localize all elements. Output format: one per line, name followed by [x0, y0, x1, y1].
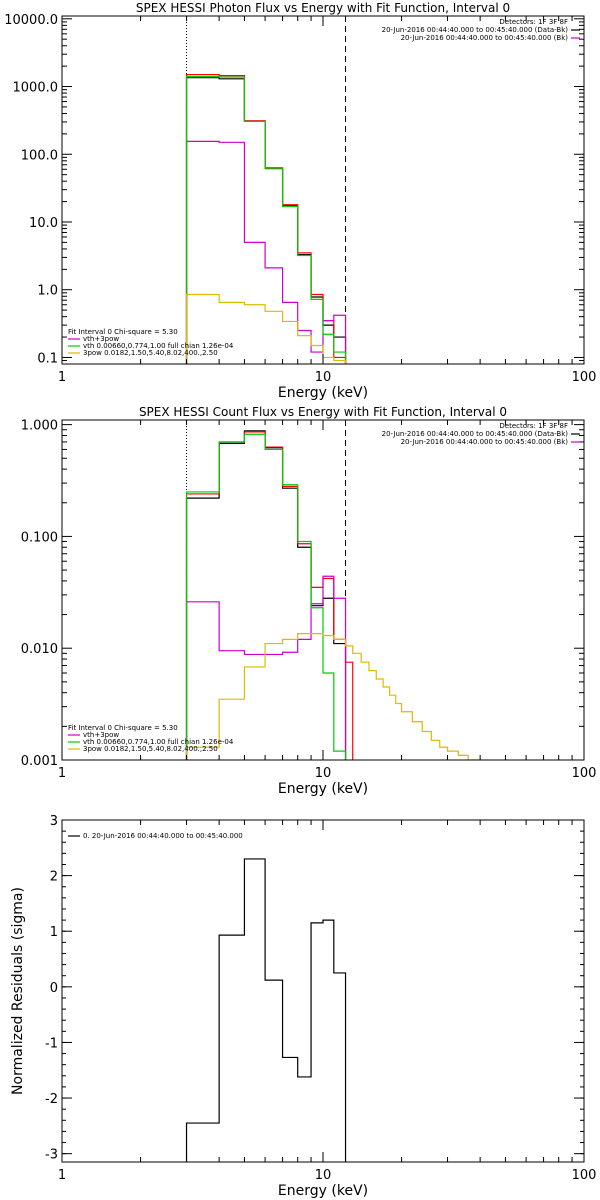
- x-tick-label: 10: [315, 766, 332, 781]
- y-tick-label: 0.010: [21, 642, 58, 657]
- header-text: 20-Jun-2016 00:44:40.000 to 00:45:40.000…: [401, 438, 569, 446]
- plot-frame: [61, 819, 585, 1163]
- legend-entry: Fit Interval 0 Chi-square = 5.30: [68, 328, 178, 336]
- y-axis-label: Normalized Residuals (sigma): [10, 887, 26, 1095]
- y-tick-label: 0.001: [21, 754, 58, 769]
- legend-entry: 0. 20-Jun-2016 00:44:40.000 to 00:45:40.…: [83, 832, 243, 840]
- data-series-2: [185, 74, 347, 364]
- legend-entry: vth+3pow: [83, 335, 119, 343]
- header-text: 20-Jun-2016 00:44:40.000 to 00:45:40.000…: [382, 26, 569, 34]
- x-tick-label: 1: [58, 370, 66, 385]
- y-tick-label: 1000.0: [13, 81, 59, 96]
- legend-entry: vth 0.00660,0.774,1.00 full chian 1.26e-…: [83, 738, 234, 746]
- chart-panel-3: 1 10 100 -3 -2 -1 0 1 2 3 Energy (keV) Normalized R…: [10, 814, 596, 1199]
- data-series-3: [185, 140, 347, 364]
- y-tick-label: -2: [45, 1092, 58, 1107]
- chart-title: SPEX HESSI Count Flux vs Energy with Fit…: [139, 405, 507, 419]
- x-tick-label: 100: [572, 766, 597, 781]
- data-series-5: [185, 633, 484, 760]
- x-tick-label: 1: [58, 766, 66, 781]
- chart-panel-2: SPEX HESSI Count Flux vs Energy with Fit…: [21, 405, 597, 797]
- y-tick-label: 2: [50, 870, 58, 885]
- y-tick-label: -3: [45, 1148, 58, 1163]
- legend-entry: vth 0.00660,0.774,1.00 full chian 1.26e-…: [83, 342, 234, 350]
- y-tick-label: 1.0: [37, 284, 58, 299]
- chart-title: SPEX HESSI Photon Flux vs Energy with Fi…: [136, 1, 510, 15]
- data-series-2: [185, 431, 354, 760]
- header-text: 20-Jun-2016 00:44:40.000 to 00:45:40.000…: [401, 34, 569, 42]
- y-tick-label: -1: [45, 1036, 58, 1051]
- y-tick-label: 0: [50, 981, 58, 996]
- y-tick-label: 10000.0: [4, 13, 58, 28]
- data-series-1: [185, 77, 347, 364]
- data-series-1: [185, 858, 347, 1162]
- legend-entry: vth+3pow: [83, 731, 119, 739]
- y-tick-label: 100.0: [21, 148, 58, 163]
- x-tick-label: 100: [572, 370, 597, 385]
- series-group: [185, 74, 347, 364]
- x-axis-label: Energy (keV): [278, 781, 368, 797]
- chart-panel-1: SPEX HESSI Photon Flux vs Energy with Fi…: [4, 1, 596, 401]
- y-tick-label: 1: [50, 925, 58, 940]
- y-tick-label: 0.1: [37, 351, 58, 366]
- x-axis-label: Energy (keV): [278, 385, 368, 401]
- x-tick-label: 10: [315, 1168, 332, 1183]
- legend-entry: Fit Interval 0 Chi-square = 5.30: [68, 724, 178, 732]
- data-series-4: [185, 76, 347, 364]
- series-group: [185, 858, 347, 1162]
- data-series-5: [185, 293, 347, 364]
- x-tick-label: 100: [572, 1168, 597, 1183]
- x-axis-label: Energy (keV): [278, 1183, 368, 1199]
- series-group: [185, 430, 484, 760]
- data-series-1: [185, 430, 347, 760]
- header-text: Detectors: 1F 3F 8F: [499, 422, 568, 430]
- header-text: 20-Jun-2016 00:44:40.000 to 00:45:40.000…: [382, 430, 569, 438]
- y-tick-label: 3: [50, 814, 58, 829]
- x-tick-label: 10: [315, 370, 332, 385]
- data-series-4: [185, 433, 347, 760]
- x-tick-label: 1: [58, 1168, 66, 1183]
- y-tick-label: 10.0: [29, 216, 58, 231]
- legend-entry: 3pow 0.0182,1.50,5.40,8.02,400.,2.50: [83, 349, 218, 357]
- data-series-3: [185, 575, 347, 760]
- y-tick-label: 1.000: [21, 419, 58, 434]
- y-tick-label: 0.100: [21, 530, 58, 545]
- header-text: Detectors: 1F 3F 8F: [499, 18, 568, 26]
- legend-entry: 3pow 0.0182,1.50,5.40,8.02,400.,2.50: [83, 745, 218, 753]
